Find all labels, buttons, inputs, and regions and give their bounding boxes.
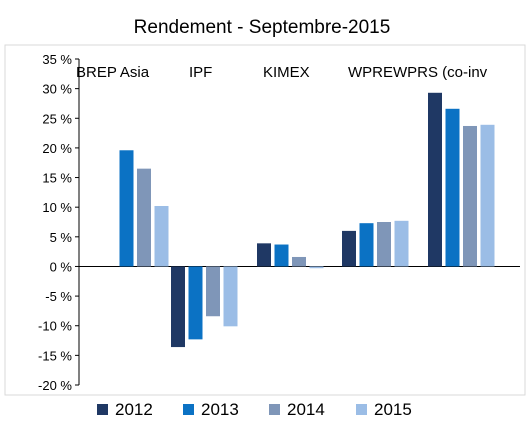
category-label: KIMEX [263,64,310,81]
category-labels: BREP Asia IPF KIMEX WPREWPRS (co-inv [76,64,488,81]
category-label: WPREWPRS (co-inv [348,64,488,81]
legend-swatch [356,404,367,415]
bar [274,244,289,267]
legend-label: 2013 [201,400,239,419]
y-tick-label: 5 % [50,230,73,245]
legend-swatch [269,404,280,415]
bar [342,230,356,267]
bar [309,266,324,269]
bar [137,168,151,267]
y-tick-label: 30 % [42,82,72,97]
bar [257,243,271,267]
bars [119,92,495,348]
bar [480,124,495,267]
legend-label: 2015 [374,400,412,419]
y-tick-label: -20 % [38,378,72,393]
bar [377,222,391,267]
y-tick-label: -5 % [45,289,72,304]
legend-label: 2012 [115,400,153,419]
y-tick-label: 35 % [42,52,72,67]
plot-frame [4,44,526,396]
bar [463,125,477,267]
legend-label: 2014 [287,400,325,419]
bar [188,266,203,340]
category-label: IPF [189,64,212,81]
bar [206,266,220,317]
y-tick-label: -10 % [38,319,72,334]
y-tick-label: -15 % [38,348,72,363]
category-label: BREP Asia [76,64,150,81]
bar [292,256,306,267]
bar [445,108,460,267]
bar [359,223,374,267]
y-axis: 35 % 30 % 25 % 20 % 15 % 10 % 5 % 0 % -5 % -10 % -… [38,52,520,393]
legend-swatch [97,404,108,415]
chart-title: Rendement - Septembre-2015 [134,17,391,38]
legend: 2012 2013 2014 2015 [97,400,412,419]
y-tick-label: 25 % [42,111,72,126]
y-tick-label: 15 % [42,171,72,186]
y-tick-label: 10 % [42,200,72,215]
bar [428,92,442,267]
bar [154,205,169,267]
bar [119,150,134,267]
legend-swatch [183,404,194,415]
bar [223,266,238,327]
bar [394,220,409,267]
y-tick-label: 20 % [42,141,72,156]
bar [171,266,185,348]
y-tick-label: 0 % [50,259,73,274]
